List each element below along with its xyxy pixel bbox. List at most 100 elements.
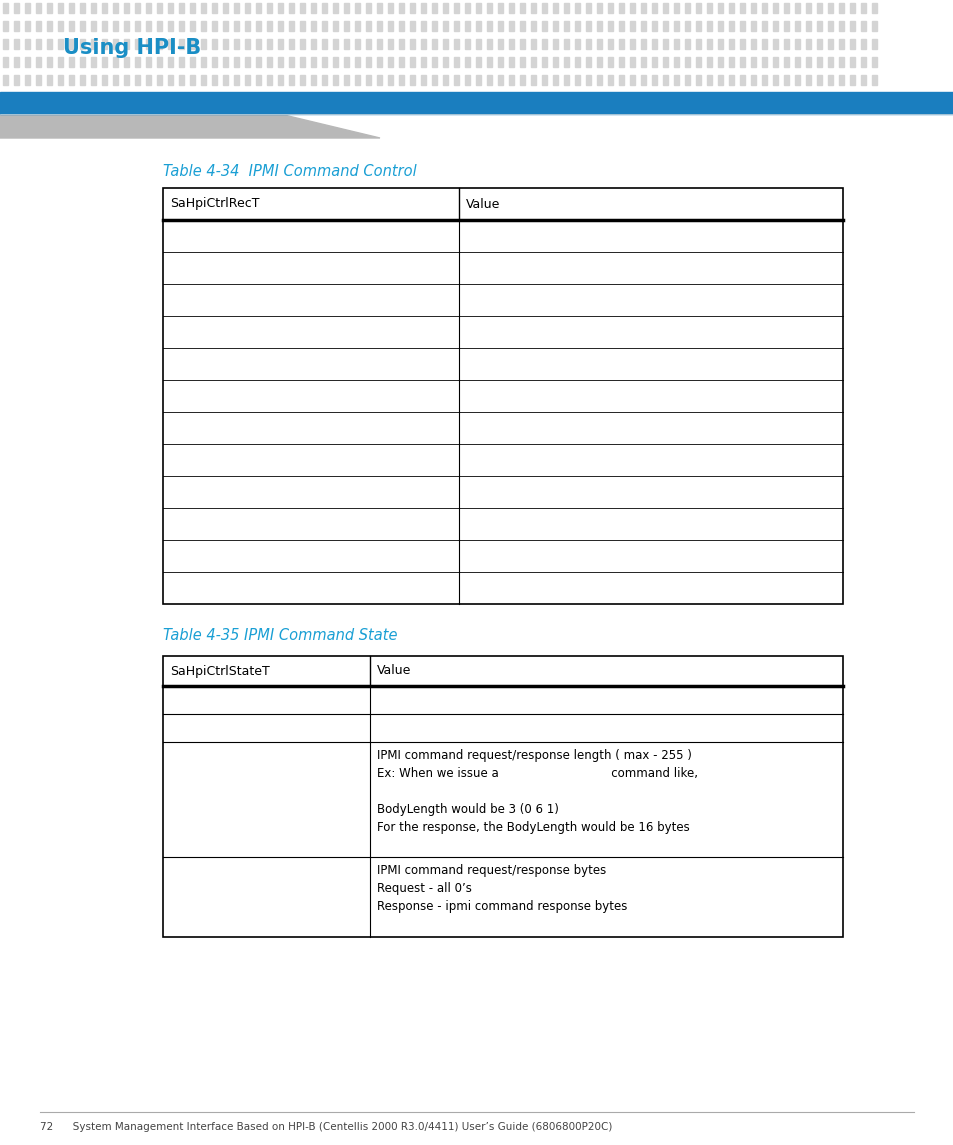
Bar — [706, 76, 711, 85]
Bar — [597, 76, 601, 85]
Bar — [662, 3, 667, 13]
Bar — [135, 76, 140, 85]
Bar — [783, 76, 788, 85]
Bar — [454, 3, 458, 13]
Bar — [420, 76, 426, 85]
Bar — [706, 3, 711, 13]
Bar — [497, 39, 502, 49]
Bar — [3, 57, 8, 68]
Bar — [277, 57, 283, 68]
Bar — [871, 57, 876, 68]
Bar — [267, 3, 272, 13]
Bar — [267, 39, 272, 49]
Bar — [805, 21, 810, 31]
Bar — [805, 3, 810, 13]
Bar — [718, 76, 722, 85]
Bar — [299, 57, 305, 68]
Bar — [871, 21, 876, 31]
Bar — [585, 57, 590, 68]
Bar — [410, 3, 415, 13]
Text: Using HPI-B: Using HPI-B — [63, 38, 201, 58]
Bar — [464, 57, 470, 68]
Bar — [388, 39, 393, 49]
Bar — [179, 39, 184, 49]
Bar — [442, 39, 448, 49]
Bar — [299, 3, 305, 13]
Bar — [486, 3, 492, 13]
Text: Value: Value — [377, 664, 412, 678]
Bar — [223, 57, 228, 68]
Bar — [706, 39, 711, 49]
Bar — [519, 57, 524, 68]
Bar — [861, 76, 865, 85]
Bar — [553, 3, 558, 13]
Bar — [398, 3, 403, 13]
Bar — [509, 57, 514, 68]
Bar — [157, 39, 162, 49]
Bar — [223, 76, 228, 85]
Bar — [322, 3, 327, 13]
Bar — [112, 39, 118, 49]
Bar — [849, 76, 854, 85]
Bar — [299, 39, 305, 49]
Bar — [420, 57, 426, 68]
Bar — [761, 76, 766, 85]
Bar — [794, 21, 800, 31]
Bar — [442, 76, 448, 85]
Bar — [366, 76, 371, 85]
Bar — [476, 3, 480, 13]
Bar — [519, 39, 524, 49]
Bar — [267, 21, 272, 31]
Bar — [718, 21, 722, 31]
Bar — [69, 57, 74, 68]
Bar — [14, 21, 19, 31]
Bar — [640, 3, 645, 13]
Bar — [245, 57, 250, 68]
Bar — [366, 3, 371, 13]
Bar — [563, 21, 568, 31]
Bar — [135, 3, 140, 13]
Bar — [750, 3, 755, 13]
Bar — [541, 3, 546, 13]
Bar — [223, 21, 228, 31]
Bar — [212, 21, 216, 31]
Bar — [344, 76, 349, 85]
Bar — [311, 3, 315, 13]
Bar — [91, 57, 96, 68]
Bar — [179, 21, 184, 31]
Bar — [112, 76, 118, 85]
Bar — [849, 57, 854, 68]
Bar — [376, 57, 381, 68]
Bar — [124, 76, 129, 85]
Bar — [25, 57, 30, 68]
Bar — [827, 21, 832, 31]
Bar — [432, 39, 436, 49]
Bar — [420, 21, 426, 31]
Bar — [783, 3, 788, 13]
Bar — [531, 76, 536, 85]
Bar — [91, 21, 96, 31]
Bar — [432, 3, 436, 13]
Bar — [805, 76, 810, 85]
Bar — [464, 76, 470, 85]
Bar — [333, 21, 337, 31]
Bar — [233, 39, 239, 49]
Bar — [816, 3, 821, 13]
Bar — [344, 3, 349, 13]
Bar — [651, 39, 657, 49]
Bar — [838, 21, 843, 31]
Bar — [47, 57, 52, 68]
Bar — [585, 39, 590, 49]
Bar — [728, 57, 733, 68]
Bar — [25, 21, 30, 31]
Bar — [25, 76, 30, 85]
Bar — [684, 21, 689, 31]
Bar — [333, 57, 337, 68]
Bar — [684, 3, 689, 13]
Bar — [398, 39, 403, 49]
Bar — [575, 3, 579, 13]
Bar — [772, 39, 778, 49]
Bar — [575, 76, 579, 85]
Bar — [311, 76, 315, 85]
Bar — [871, 3, 876, 13]
